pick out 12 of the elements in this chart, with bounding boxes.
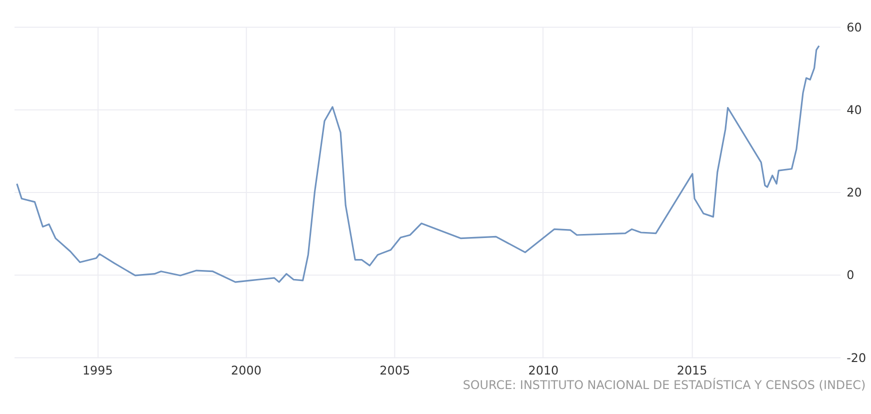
- x-tick-label: 1995: [82, 364, 113, 378]
- y-tick-label: -20: [846, 350, 866, 365]
- line-series: [16, 44, 820, 283]
- y-tick-label: 60: [846, 20, 862, 34]
- source-note: SOURCE: INSTITUTO NACIONAL DE ESTADÍSTICA Y CENSOS (INDEC): [462, 377, 866, 392]
- x-tick-label: 2000: [231, 364, 262, 378]
- x-tick-label: 2005: [380, 364, 410, 378]
- y-tick-label: 20: [846, 186, 862, 200]
- y-tick-label: 40: [846, 102, 862, 117]
- x-tick-label: 2010: [528, 364, 559, 378]
- y-tick-label: 0: [846, 268, 854, 282]
- x-tick-label: 2015: [676, 364, 708, 378]
